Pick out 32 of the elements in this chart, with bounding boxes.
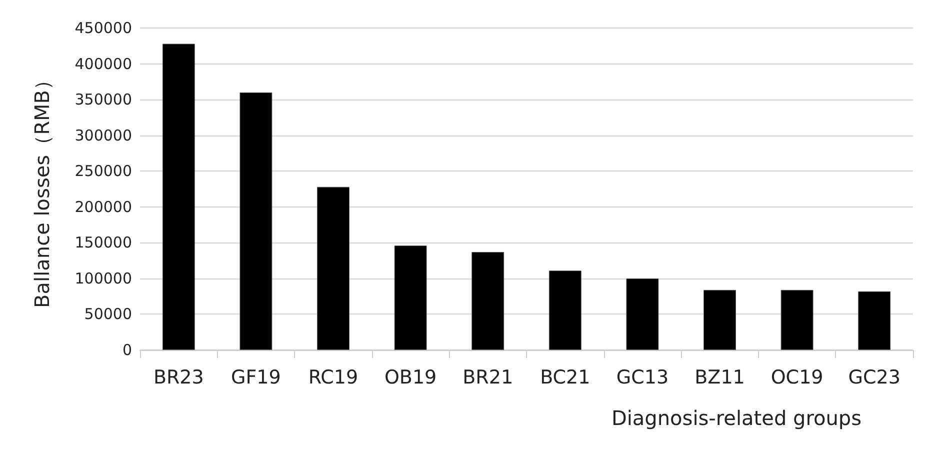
bar [858,291,891,350]
bar [548,270,582,350]
x-tick-label: BR23 [153,366,204,388]
y-tick-label: 450000 [74,19,132,37]
bar [780,290,814,350]
y-tick-label: 50000 [84,305,132,324]
y-tick-label: 400000 [74,54,132,73]
bar [626,278,659,350]
x-tick-label: GF19 [231,366,281,388]
bar [704,290,736,350]
y-tick-label: 350000 [74,90,132,109]
x-tick-label: OB19 [384,366,437,388]
y-tick-label: 200000 [74,198,132,216]
bar [240,92,272,350]
bar [162,44,195,350]
bar [472,252,504,350]
x-tick-label: RC19 [308,366,358,388]
x-tick-label: OC19 [770,366,824,388]
y-tick-label: 150000 [74,234,132,252]
y-axis-title: Ballance losses（RMB） [30,70,54,308]
x-tick-label: BZ11 [694,366,745,388]
x-axis-title: Diagnosis-related groups [611,406,862,430]
x-tick-label: BR21 [462,366,514,388]
x-tick-label: GC23 [848,366,900,388]
x-tick-label: GC13 [616,366,669,388]
bar [394,246,427,350]
x-tick-label: BC21 [540,366,590,388]
bar [317,186,350,350]
y-tick-label: 300000 [74,126,132,144]
y-tick-label: 0 [122,341,132,359]
y-tick-label: 250000 [74,162,132,180]
y-tick-label: 100000 [74,269,132,288]
